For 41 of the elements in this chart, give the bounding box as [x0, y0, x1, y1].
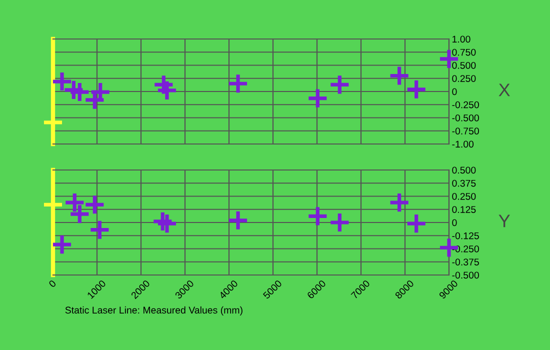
x-tick-label: 0 [48, 280, 56, 288]
y-tick-label: 0.500 [452, 62, 476, 69]
y-tick-label: 0 [452, 88, 457, 96]
y-axis-title: X [498, 84, 510, 96]
y-tick-label: 0.375 [452, 180, 476, 187]
y-tick-label: 0.250 [452, 192, 476, 200]
point [306, 205, 328, 228]
point [51, 234, 73, 256]
y-axis-title: Y [498, 214, 510, 228]
point [406, 212, 428, 234]
y-tick-label: 0.750 [452, 48, 476, 56]
point [328, 212, 350, 234]
point [68, 203, 90, 225]
point [156, 80, 178, 102]
point [62, 79, 85, 101]
point [152, 74, 174, 96]
point [406, 78, 428, 100]
point [227, 210, 249, 232]
point [328, 74, 350, 96]
point [64, 192, 86, 214]
y-tick-label: -0.750 [452, 128, 479, 134]
point [388, 64, 410, 87]
y-tick-label: 1.00 [452, 36, 470, 43]
y-tick-label: -0.250 [452, 101, 479, 108]
point [306, 87, 328, 110]
y-tick-label: 0.500 [452, 166, 476, 174]
point [84, 194, 106, 216]
point [88, 219, 111, 241]
y-tick-label: 0 [452, 219, 457, 226]
y-tick-label: -0.375 [452, 258, 479, 266]
y-tick-label: -1.00 [452, 140, 474, 148]
y-tick-label: -0.500 [452, 272, 479, 279]
x-axis-title: Static Laser Line: Measured Values (mm) [65, 306, 242, 316]
point [68, 81, 90, 103]
point [51, 70, 73, 92]
y-tick-label: -0.125 [452, 232, 479, 240]
y-tick-label: 0.250 [452, 75, 476, 82]
point [227, 72, 249, 94]
y-tick-label: 0.125 [452, 206, 476, 213]
point [388, 192, 410, 214]
y-tick-label: -0.500 [452, 114, 479, 122]
